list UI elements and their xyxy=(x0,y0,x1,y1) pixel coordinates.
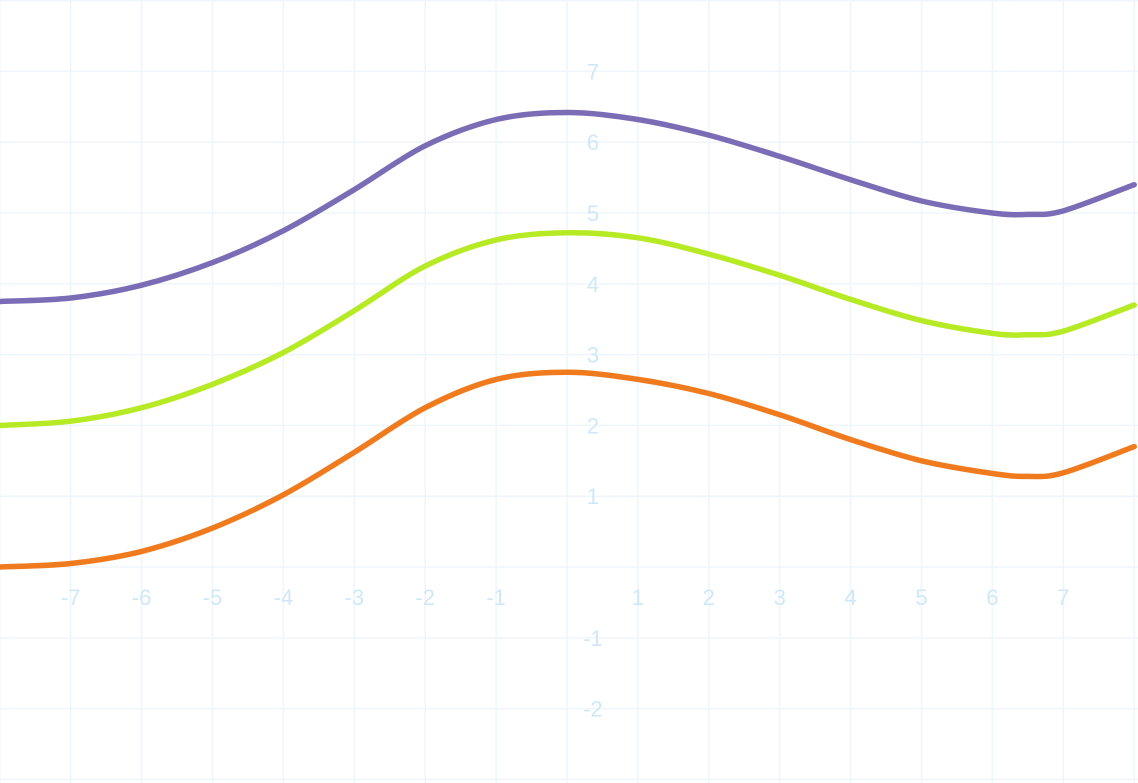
x-tick-label: 3 xyxy=(774,585,786,610)
x-tick-label: -7 xyxy=(61,585,81,610)
x-tick-label: 1 xyxy=(632,585,644,610)
y-tick-label: 2 xyxy=(587,413,599,438)
y-tick-label: 5 xyxy=(587,201,599,226)
x-tick-label: -3 xyxy=(345,585,365,610)
y-tick-label: 3 xyxy=(587,343,599,368)
series-line-1 xyxy=(0,109,1137,305)
y-tick-label: 4 xyxy=(587,272,599,297)
x-tick-label: 5 xyxy=(915,585,927,610)
x-tick-label: -5 xyxy=(203,585,223,610)
x-tick-label: 6 xyxy=(986,585,998,610)
y-tick-label: 7 xyxy=(587,59,599,84)
x-tick-label: 7 xyxy=(1057,585,1069,610)
series-line-2 xyxy=(0,230,1137,429)
x-tick-label: -6 xyxy=(132,585,152,610)
y-tick-label: -2 xyxy=(583,697,603,722)
series-line-3 xyxy=(0,369,1137,570)
x-tick-label: -1 xyxy=(486,585,506,610)
x-tick-label: -4 xyxy=(274,585,294,610)
x-tick-label: 4 xyxy=(844,585,856,610)
y-tick-label: 6 xyxy=(587,130,599,155)
x-tick-label: -2 xyxy=(415,585,435,610)
y-tick-label: 1 xyxy=(587,484,599,509)
series-lines xyxy=(0,109,1137,570)
y-tick-label: -1 xyxy=(583,626,603,651)
tick-labels: -7 -6 -5 -4 -3 -2 -1 1 2 3 4 5 6 7 -2 -1 1 2 3 4 5 6 7 xyxy=(61,59,1070,721)
x-tick-label: 2 xyxy=(703,585,715,610)
